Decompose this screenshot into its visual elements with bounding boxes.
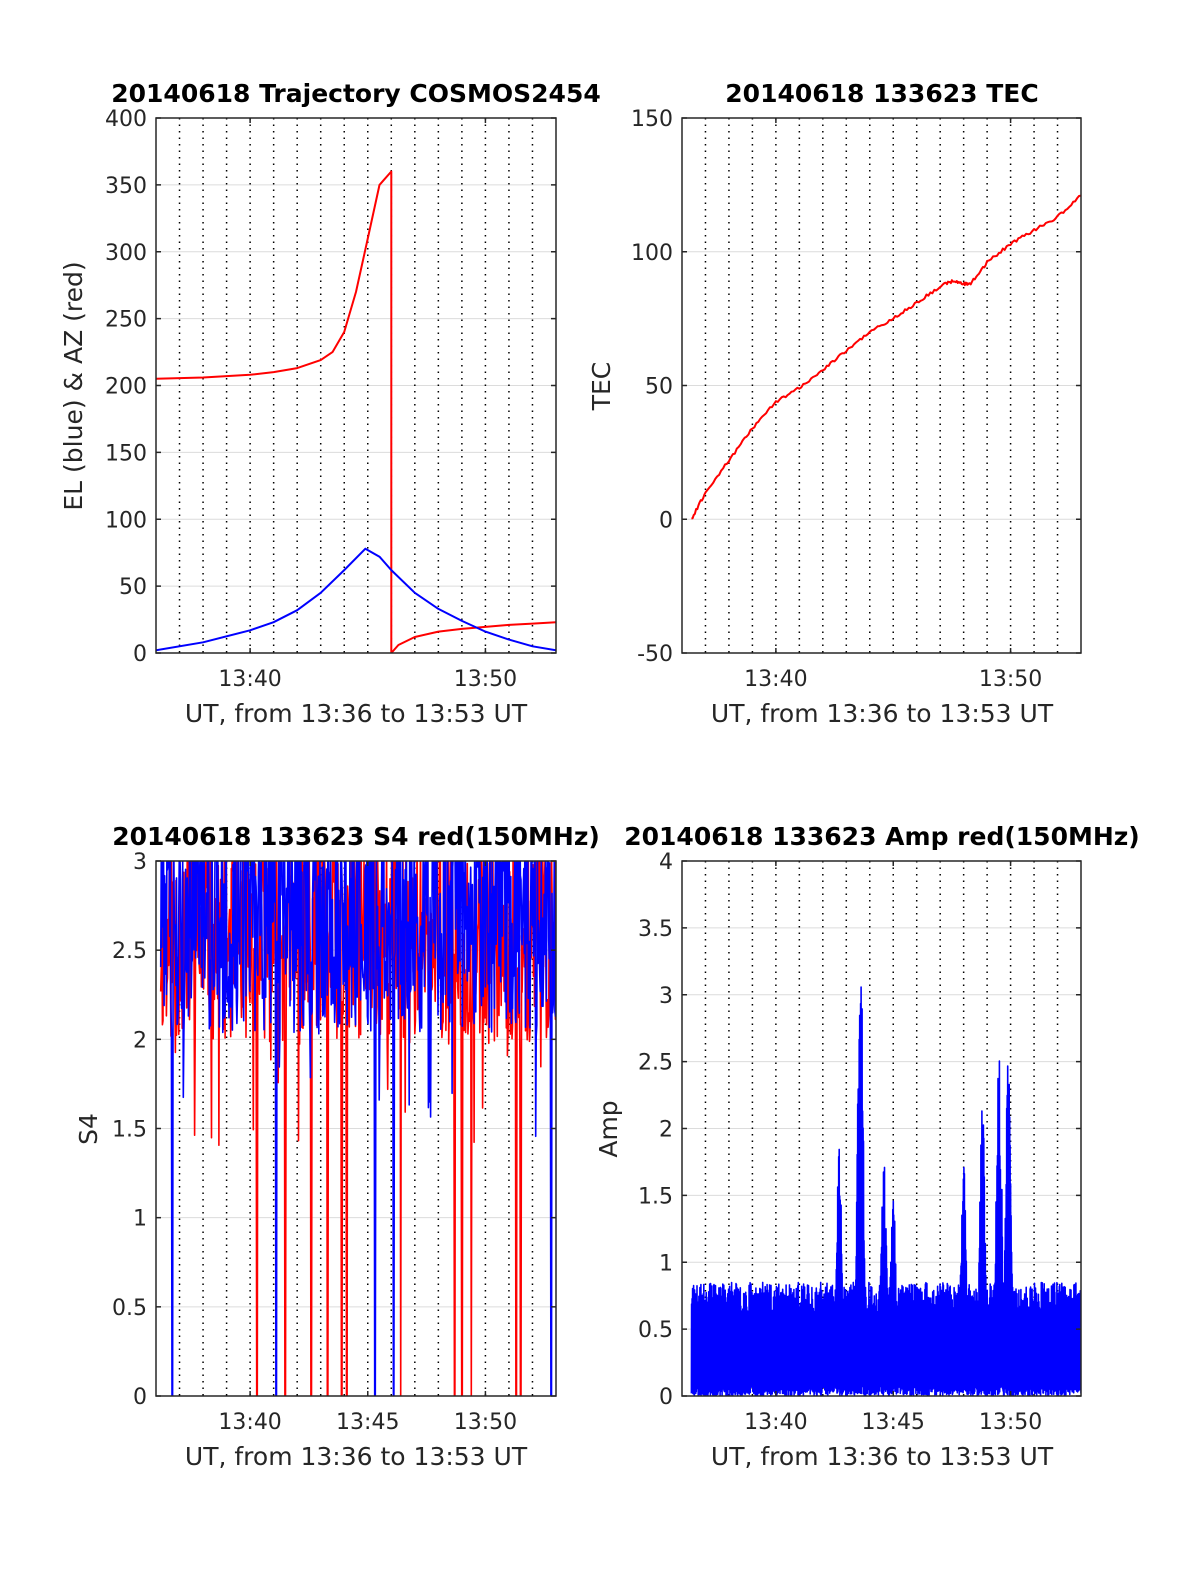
series-line (690, 986, 1081, 1396)
x-tick-label: 13:50 (979, 667, 1042, 692)
amp-chart: 20140618 133623 Amp red(150MHz) UT, from… (594, 822, 1140, 1471)
x-tick-label: 13:50 (454, 667, 517, 692)
y-tick-label: 2.5 (638, 1051, 673, 1076)
series-group (159, 861, 556, 1396)
s4-chart: 20140618 133623 S4 red(150MHz) UT, from … (74, 822, 600, 1471)
series-line (691, 194, 1081, 520)
y-tick-label: 3.5 (638, 917, 673, 942)
y-tick-label: 3 (133, 850, 147, 875)
y-tick-label: 0 (659, 1385, 673, 1410)
series-group (690, 986, 1081, 1396)
y-tick-label: 2.5 (112, 939, 147, 964)
y-tick-label: 0 (133, 642, 147, 667)
chart-title: 20140618 133623 Amp red(150MHz) (624, 822, 1140, 851)
series-line (159, 861, 556, 1396)
tec-chart: 20140618 133623 TEC UT, from 13:36 to 13… (587, 79, 1082, 728)
series-group (156, 170, 556, 653)
series-line (156, 170, 556, 653)
y-tick-label: 50 (119, 575, 147, 600)
x-tick-label: 13:40 (218, 1410, 281, 1435)
y-axis-label: TEC (587, 362, 616, 412)
y-tick-label: 0.5 (112, 1296, 147, 1321)
x-tick-label: 13:45 (862, 1410, 925, 1435)
y-tick-label: 0 (659, 508, 673, 533)
y-tick-label: 1 (133, 1207, 147, 1232)
y-tick-label: 1.5 (638, 1184, 673, 1209)
x-tick-label: 13:50 (454, 1410, 517, 1435)
y-tick-label: 0.5 (638, 1318, 673, 1343)
y-tick-label: 50 (645, 375, 673, 400)
y-tick-label: 250 (105, 308, 147, 333)
y-tick-label: 300 (105, 241, 147, 266)
chart-title: 20140618 Trajectory COSMOS2454 (111, 79, 601, 108)
y-tick-label: 150 (631, 107, 673, 132)
y-tick-label: 1.5 (112, 1118, 147, 1143)
chart-title: 20140618 133623 TEC (725, 79, 1038, 108)
y-tick-label: 200 (105, 375, 147, 400)
y-tick-label: 150 (105, 441, 147, 466)
y-tick-label: 2 (133, 1028, 147, 1053)
y-tick-label: 400 (105, 107, 147, 132)
x-axis-label: UT, from 13:36 to 13:53 UT (711, 699, 1054, 728)
x-tick-label: 13:50 (979, 1410, 1042, 1435)
x-axis-label: UT, from 13:36 to 13:53 UT (185, 699, 528, 728)
y-tick-label: 4 (659, 850, 673, 875)
y-tick-label: 0 (133, 1385, 147, 1410)
y-tick-label: 100 (631, 241, 673, 266)
y-tick-label: 2 (659, 1118, 673, 1143)
x-tick-label: 13:40 (218, 667, 281, 692)
y-axis-label: Amp (594, 1100, 623, 1157)
x-tick-label: 13:40 (744, 1410, 807, 1435)
x-tick-label: 13:45 (336, 1410, 399, 1435)
x-axis-label: UT, from 13:36 to 13:53 UT (185, 1442, 528, 1471)
y-tick-label: 350 (105, 174, 147, 199)
y-axis-label: S4 (74, 1113, 103, 1145)
y-tick-label: 1 (659, 1251, 673, 1276)
chart-title: 20140618 133623 S4 red(150MHz) (112, 822, 600, 851)
trajectory-chart: 20140618 Trajectory COSMOS2454 UT, from … (59, 79, 601, 728)
y-tick-label: 3 (659, 984, 673, 1009)
series-group (691, 194, 1081, 520)
y-tick-label: -50 (637, 642, 673, 667)
y-axis-label: EL (blue) & AZ (red) (59, 261, 88, 510)
y-tick-label: 100 (105, 508, 147, 533)
x-tick-label: 13:40 (744, 667, 807, 692)
series-line (156, 547, 556, 652)
x-axis-label: UT, from 13:36 to 13:53 UT (711, 1442, 1054, 1471)
